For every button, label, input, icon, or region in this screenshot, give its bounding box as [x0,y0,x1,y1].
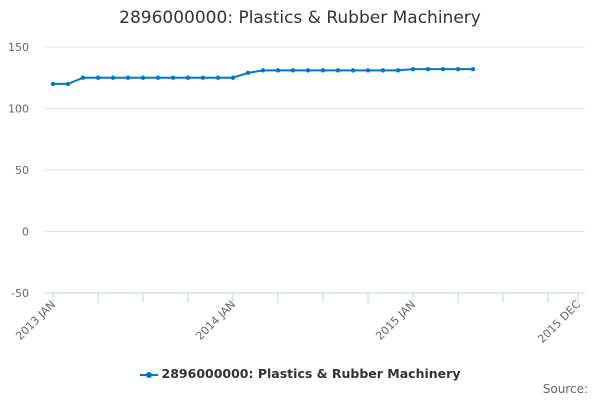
data-point [170,75,176,80]
y-tick-label: 100 [8,103,29,116]
data-point [155,75,161,80]
data-point [65,81,71,87]
data-point [140,75,146,80]
data-point [425,66,431,72]
y-tick-label: 50 [15,164,29,177]
data-point [245,70,251,76]
legend-swatch-icon [139,370,158,380]
data-point [230,75,236,80]
data-point [470,66,476,72]
data-point [200,75,206,80]
data-point [380,68,386,73]
legend-item[interactable]: 2896000000: Plastics & Rubber Machinery [0,366,600,381]
data-point [275,68,281,73]
data-point [50,81,56,87]
data-point [110,75,116,80]
x-tick-label: 2015 DEC [535,298,583,346]
chart-title: 2896000000: Plastics & Rubber Machinery [119,8,481,28]
x-tick-label: 2015 JAN [373,298,418,343]
y-tick-label: 150 [8,41,29,54]
data-point [410,66,416,72]
data-point [440,66,446,72]
y-tick-label: 0 [22,226,29,239]
x-tick-label: 2013 JAN [13,298,58,343]
data-point [395,68,401,73]
data-point [80,75,86,80]
y-tick-label: -50 [11,287,29,300]
x-tick-label: 2014 JAN [193,298,238,343]
data-point [290,68,296,73]
data-point [335,68,341,73]
data-point [260,68,266,73]
data-point [125,75,131,80]
data-point [305,68,311,73]
data-point [365,68,371,73]
data-point [215,75,221,80]
source-label: Source: [542,382,588,396]
data-point [320,68,326,73]
legend-label: 2896000000: Plastics & Rubber Machinery [161,366,461,381]
data-point [95,75,101,80]
data-point [185,75,191,80]
data-point [350,68,356,73]
data-point [455,66,461,72]
